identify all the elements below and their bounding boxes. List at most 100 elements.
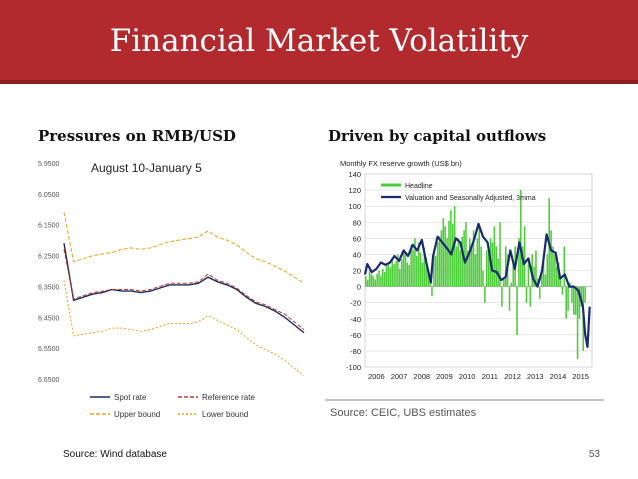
- headline-bar: [482, 270, 484, 287]
- y-tick-label: 6.5500: [38, 346, 60, 353]
- headline-bar: [365, 276, 367, 287]
- headline-bar: [389, 267, 392, 287]
- headline-bar: [574, 286, 577, 315]
- headline-bar: [538, 286, 541, 299]
- headline-bar: [448, 220, 450, 287]
- headline-bar: [434, 256, 437, 287]
- headline-bar: [455, 246, 458, 287]
- headline-bar: [493, 226, 496, 287]
- source-note-left: Source: Wind database: [63, 449, 167, 460]
- headline-bar: [512, 262, 515, 287]
- y-tick-label: 6.2500: [38, 254, 60, 261]
- x-tick-label: 2012: [504, 372, 521, 381]
- headline-bar: [584, 286, 586, 303]
- chart-title: Monthly FX reserve growth (US$ bn): [340, 159, 462, 168]
- headline-bar: [573, 286, 575, 315]
- headline-bar: [510, 282, 513, 287]
- headline-bar: [578, 286, 581, 319]
- headline-bar: [480, 246, 482, 287]
- headline-bar: [366, 280, 369, 287]
- headline-bar: [374, 279, 377, 287]
- headline-bar: [491, 242, 494, 287]
- y-tick-label: 20: [353, 267, 361, 276]
- legend-label: Reference rate: [202, 393, 255, 402]
- headline-bar: [563, 246, 566, 287]
- headline-bar: [406, 262, 409, 287]
- headline-bar: [470, 246, 473, 287]
- y-tick-label: 0: [357, 283, 361, 292]
- y-tick-label: 6.0500: [38, 192, 60, 199]
- legend-label: Headline: [405, 183, 433, 190]
- headline-bar: [376, 273, 378, 287]
- headline-bar: [518, 238, 520, 287]
- headline-bar: [559, 278, 562, 287]
- headline-bar: [436, 242, 439, 287]
- headline-bar: [465, 222, 467, 287]
- x-tick-label: 2014: [550, 372, 567, 381]
- headline-bar: [451, 223, 454, 287]
- headline-bar: [520, 190, 522, 287]
- headline-bar: [484, 286, 486, 303]
- headline-bar: [382, 268, 384, 287]
- headline-bar: [400, 259, 403, 287]
- headline-bar: [408, 264, 411, 287]
- headline-bar: [503, 278, 505, 287]
- headline-bar: [476, 238, 479, 287]
- headline-bar: [423, 247, 426, 287]
- headline-bar: [395, 260, 397, 287]
- headline-bar: [370, 273, 373, 287]
- headline-bar: [446, 238, 448, 287]
- headline-bar: [417, 242, 420, 287]
- headline-bar: [554, 254, 556, 287]
- valuation-line: [363, 222, 591, 348]
- legend-label: Valuation and Seasonally Adjusted, 3mma: [405, 195, 536, 202]
- headline-bar: [457, 238, 460, 287]
- headline-bar: [565, 286, 567, 319]
- headline-bar: [444, 226, 446, 287]
- headline-bar: [393, 264, 395, 287]
- headline-bar: [495, 246, 498, 287]
- headline-bar: [397, 254, 399, 287]
- series-line-upper-bound: [63, 212, 305, 284]
- title-banner: [0, 0, 638, 80]
- headline-bar: [508, 286, 511, 311]
- y-tick-label: -80: [350, 347, 361, 356]
- x-tick-label: 2010: [459, 372, 476, 381]
- y-tick-label: 40: [353, 250, 361, 259]
- headline-bar: [404, 254, 407, 287]
- headline-bar: [410, 244, 412, 287]
- headline-bar: [391, 257, 394, 287]
- left-heading: Pressures on RMB/USD: [38, 127, 236, 145]
- y-tick-label: 5.9500: [38, 161, 60, 168]
- y-tick-label: 6.1500: [38, 223, 60, 230]
- series-line-reference-rate: [63, 249, 305, 330]
- headline-bar: [425, 257, 428, 287]
- headline-bar: [438, 236, 441, 287]
- headline-bar: [569, 282, 571, 287]
- y-tick-label: 6.3500: [38, 284, 60, 291]
- headline-bar: [472, 230, 475, 287]
- headline-bar: [450, 210, 452, 287]
- right-heading: Driven by capital outflows: [328, 127, 547, 145]
- y-tick-label: 120: [348, 186, 361, 195]
- headline-bar: [544, 274, 547, 287]
- headline-bar: [580, 286, 583, 307]
- legend-label: Lower bound: [202, 410, 248, 419]
- headline-bar: [487, 254, 490, 287]
- headline-bar: [486, 250, 488, 287]
- x-tick-label: 2013: [527, 372, 544, 381]
- headline-bar: [527, 262, 530, 287]
- headline-bar: [555, 266, 558, 287]
- headline-bar: [478, 226, 481, 287]
- y-tick-label: 140: [348, 170, 361, 179]
- headline-bar: [546, 254, 549, 287]
- headline-bar: [529, 286, 532, 307]
- headline-bar: [442, 218, 445, 287]
- x-tick-label: 2015: [572, 372, 589, 381]
- headline-bar: [433, 250, 435, 287]
- y-tick-label: 60: [353, 234, 361, 243]
- legend-label: Upper bound: [114, 410, 160, 419]
- headline-bar: [567, 286, 569, 311]
- headline-bar: [525, 286, 528, 303]
- slide-title: Financial Market Volatility: [109, 23, 529, 59]
